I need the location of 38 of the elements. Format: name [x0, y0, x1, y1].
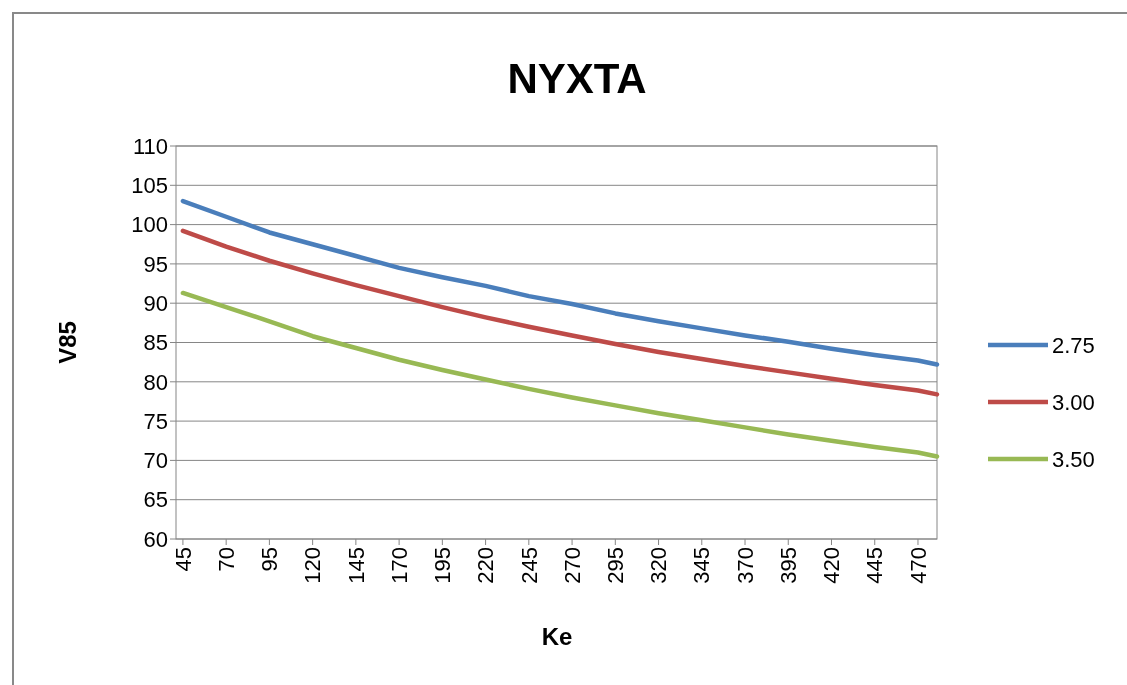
- legend-label: 2.75: [1052, 332, 1095, 358]
- y-tick-label: 105: [131, 173, 168, 198]
- x-tick-label: 420: [819, 547, 845, 584]
- legend-label: 3.00: [1052, 389, 1095, 415]
- x-tick-label: 145: [343, 547, 369, 584]
- x-tick-label: 170: [386, 547, 412, 584]
- y-tick-label: 85: [143, 330, 168, 356]
- y-tick-label: 90: [143, 290, 168, 316]
- line-series: [180, 198, 940, 367]
- legend-label: 3.50: [1052, 446, 1095, 472]
- y-axis-title: V85: [54, 321, 81, 364]
- x-tick-label: 320: [646, 547, 672, 584]
- y-tick-label: 95: [143, 251, 168, 277]
- x-tick-label: 295: [603, 547, 628, 584]
- x-tick-label: 395: [775, 547, 801, 584]
- x-axis-title: Ke: [541, 623, 573, 650]
- x-tick-label: 445: [862, 547, 888, 584]
- chart-title: NYXTA: [507, 55, 647, 102]
- x-tick-label: 195: [430, 547, 456, 584]
- x-tick-label: 345: [689, 547, 715, 584]
- x-tick-label: 245: [516, 547, 542, 584]
- y-tick-label: 65: [143, 487, 168, 513]
- y-tick-label: 75: [143, 408, 168, 434]
- line-series: [180, 228, 940, 397]
- x-tick-label: 95: [257, 547, 283, 572]
- y-tick-label: 100: [131, 212, 168, 238]
- line-series: [180, 290, 940, 459]
- y-tick-label: 60: [143, 526, 168, 552]
- x-tick-label: 470: [905, 547, 931, 584]
- x-tick-label: 70: [213, 547, 239, 572]
- y-tick-label: 80: [143, 369, 168, 395]
- y-tick-label: 110: [132, 133, 168, 159]
- y-tick-label: 70: [143, 448, 168, 474]
- x-tick-label: 120: [300, 547, 326, 584]
- x-tick-label: 270: [559, 547, 585, 584]
- x-tick-label: 370: [732, 547, 758, 584]
- x-tick-label: 45: [170, 547, 196, 572]
- x-tick-label: 220: [473, 547, 499, 584]
